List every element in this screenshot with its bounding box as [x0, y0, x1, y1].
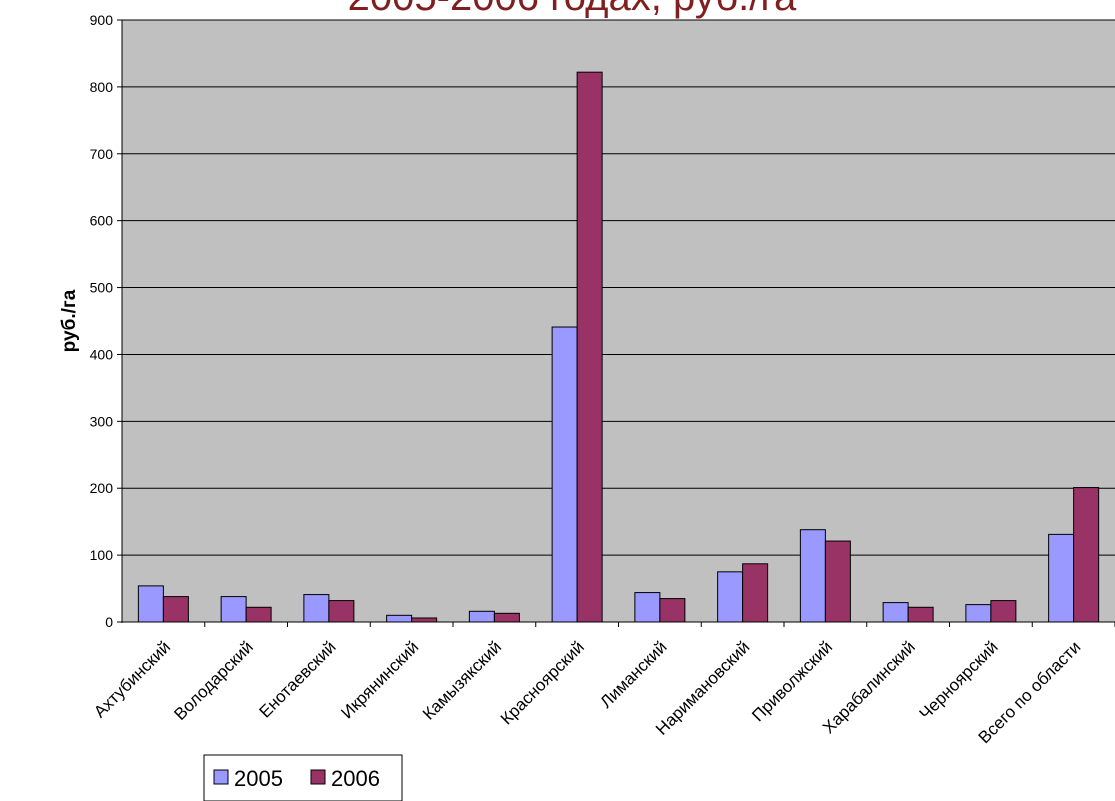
bar-2005-11	[1048, 533, 1075, 623]
bar-2006-9	[907, 606, 934, 623]
legend-swatch-2005	[213, 769, 229, 785]
x-tick-label: Лиманский	[596, 637, 670, 711]
y-tick-label: 900	[90, 12, 114, 28]
x-tick-label: Ахтубинский	[90, 637, 174, 721]
legend-swatch-2006	[310, 769, 326, 785]
x-tick-label: Камызякский	[419, 637, 505, 723]
bar-2005-10	[965, 604, 992, 623]
y-tick-label: 200	[90, 480, 114, 496]
legend-label-2006: 2006	[331, 766, 380, 791]
bars	[137, 71, 1100, 623]
axes	[117, 19, 1115, 627]
y-tick-label: 100	[90, 547, 114, 563]
plot-area	[122, 20, 1115, 622]
gridlines	[122, 19, 1115, 556]
bar-2006-10	[990, 600, 1017, 623]
chart-title: 2005-2006 годах, руб./га	[348, 0, 797, 19]
bar-2005-7	[717, 571, 744, 623]
bar-2005-6	[634, 592, 661, 623]
bar-2005-2	[303, 594, 330, 623]
x-tick-label: Енотаевский	[255, 637, 339, 721]
legend-box	[203, 754, 403, 801]
legend: 2005 2006	[203, 754, 403, 801]
x-tick-label: Володарский	[170, 637, 257, 724]
y-tick-label: 0	[105, 614, 113, 630]
y-tick-label: 700	[90, 146, 114, 162]
y-axis-label: руб./га	[59, 289, 80, 352]
x-tick-label: Красноярский	[497, 637, 588, 728]
bar-2006-4	[493, 612, 520, 623]
bar-2005-1	[220, 596, 247, 623]
y-tick-label: 400	[90, 346, 114, 362]
legend-label-2005: 2005	[234, 766, 283, 791]
y-tick-label: 500	[90, 280, 114, 296]
y-tick-label: 600	[90, 213, 114, 229]
bar-2006-2	[328, 600, 355, 623]
y-tick-label: 300	[90, 413, 114, 429]
y-tick-label: 800	[90, 79, 114, 95]
x-tick-label: Икрянинский	[337, 637, 422, 722]
bar-2006-0	[162, 596, 189, 623]
bar-2006-1	[245, 606, 272, 623]
bar-2006-3	[411, 617, 438, 623]
bar-2006-6	[659, 598, 686, 623]
bar-2005-0	[137, 585, 164, 623]
x-tick-label: Черноярский	[916, 637, 1002, 723]
bar-2006-7	[742, 563, 769, 623]
bar-2005-3	[386, 614, 413, 623]
x-tick-label: Приволжский	[748, 637, 836, 725]
y-tick-labels: 0 100 200 300 400 500 600 700 800 900	[90, 12, 114, 630]
bar-2005-5	[551, 326, 578, 623]
bar-2005-9	[882, 602, 909, 623]
bar-2006-11	[1073, 487, 1100, 623]
bar-2006-8	[824, 540, 851, 623]
bar-2006-5	[576, 71, 603, 623]
bar-2005-4	[468, 610, 495, 623]
x-tick-labels: АхтубинскийВолодарскийЕнотаевскийИкрянин…	[90, 637, 1084, 747]
bar-2005-8	[799, 529, 826, 623]
